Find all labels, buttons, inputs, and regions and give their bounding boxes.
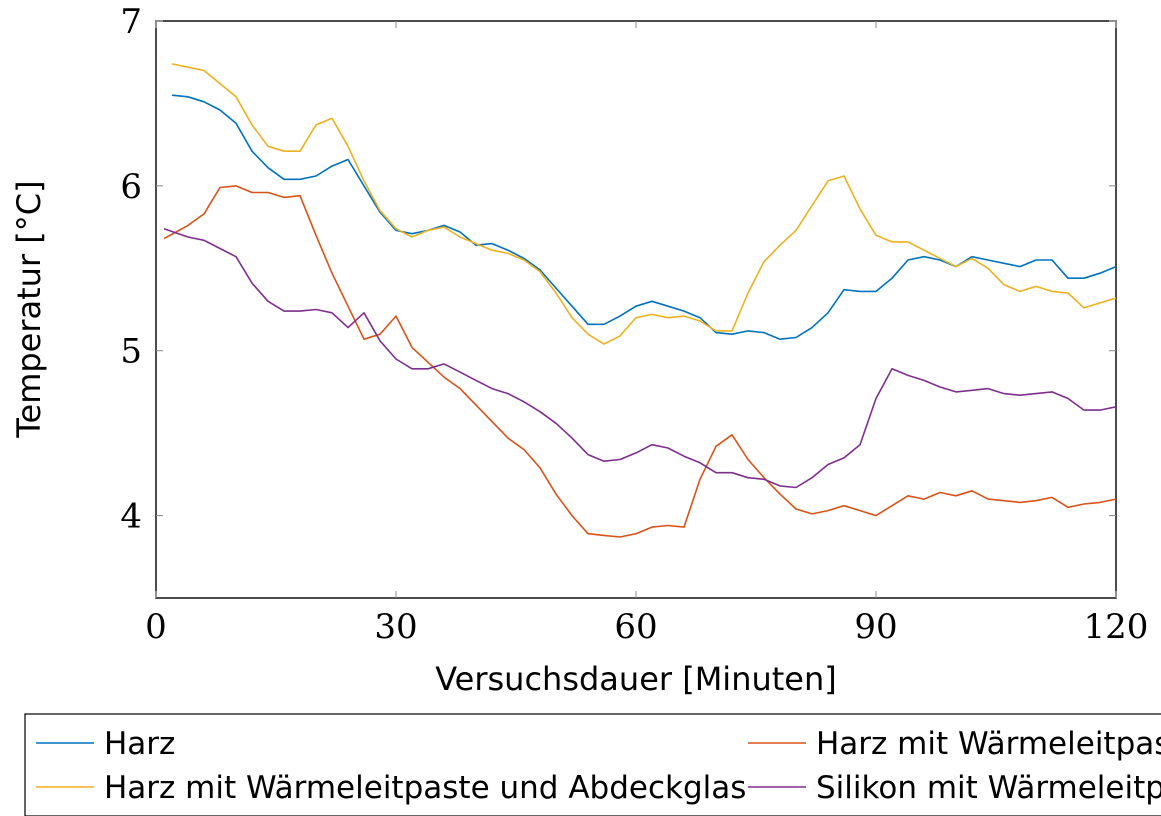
x-tick-label: 60 [614, 607, 657, 647]
x-tick-label: 0 [145, 607, 167, 647]
axis-ticks [155, 20, 1117, 598]
legend-box [24, 713, 1161, 816]
y-tick-label: 5 [120, 332, 142, 372]
x-axis-label: Versuchsdauer [Minuten] [435, 660, 837, 698]
legend-label-1: Harz mit Wärmeleitpaste [816, 726, 1161, 762]
legend-items: Harz Harz mit Wärmeleitpaste Harz mit Wärm… [36, 726, 1161, 806]
y-tick-label: 7 [120, 2, 142, 42]
legend-label-0: Harz [104, 726, 175, 762]
y-axis-label: Temperatur [°C] [10, 180, 48, 438]
legend-label-2: Harz mit Wärmeleitpaste und Abdeckglas [104, 770, 746, 806]
plot-frame [155, 20, 1117, 599]
y-tick-label: 4 [120, 497, 142, 537]
legend: Harz Harz mit Wärmeleitpaste Harz mit Wärm… [24, 713, 1161, 816]
series-line-1 [163, 185, 1116, 538]
y-tick-label: 6 [120, 167, 142, 207]
series-lines [163, 63, 1116, 538]
x-tick-label: 120 [1084, 607, 1149, 647]
series-line-0 [171, 94, 1116, 341]
x-tick-label: 30 [374, 607, 417, 647]
x-tick-label: 90 [854, 607, 897, 647]
tick-labels: 0 30 60 90 120 4 5 6 7 [120, 2, 1148, 647]
legend-label-3: Silikon mit Wärmeleitpaste [816, 770, 1161, 806]
series-line-3 [163, 227, 1116, 489]
series-line-2 [171, 63, 1116, 345]
